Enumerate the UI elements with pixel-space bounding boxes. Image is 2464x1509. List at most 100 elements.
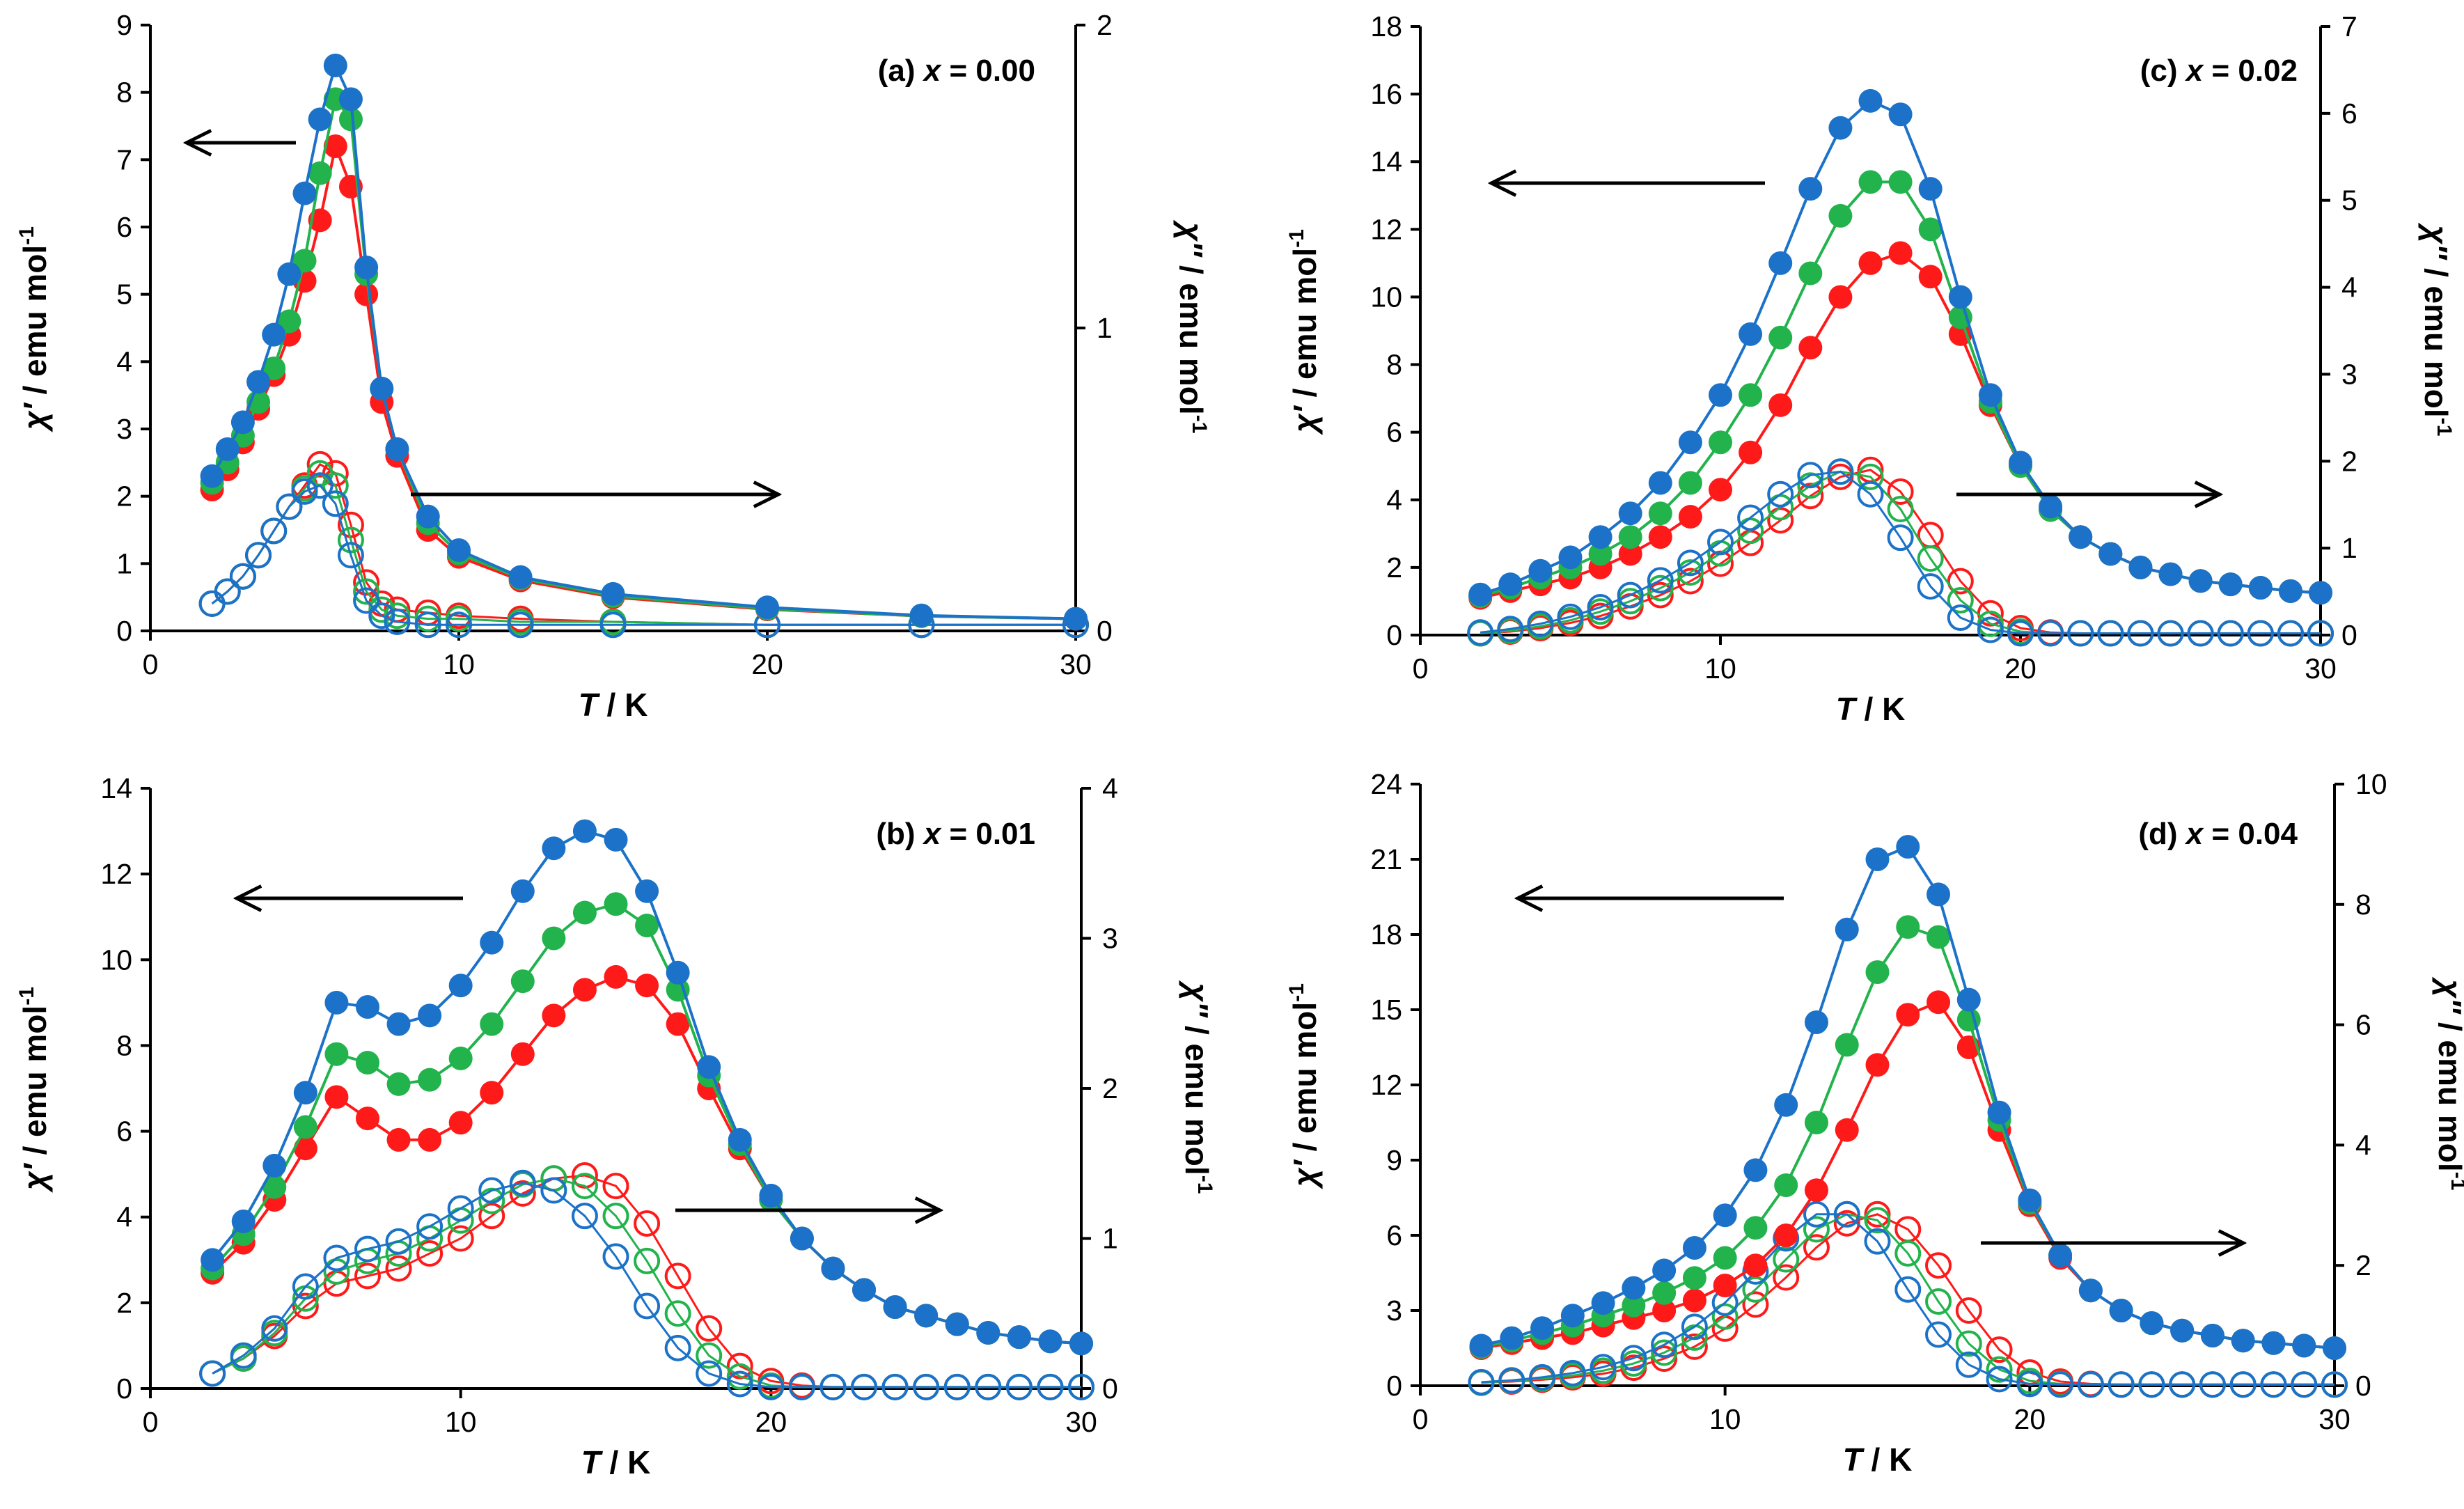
chi-prime-point-blue [1618, 501, 1642, 526]
chi-prime-point-blue [1858, 88, 1883, 113]
chi-double-prime-point-blue [1737, 504, 1764, 531]
chi-prime-point-red [355, 1107, 379, 1131]
chi-prime-point-blue [293, 1081, 317, 1105]
chi-double-prime-point-blue [199, 1360, 226, 1387]
y2-axis-title: χ″ / emu mol-1 [1179, 980, 1216, 1194]
y-axis-title: χ′ / emu mol-1 [15, 987, 53, 1194]
chi-prime-point-green [1739, 383, 1763, 407]
chi-prime-point-blue [230, 410, 255, 435]
chi-double-prime-point-blue [2016, 1370, 2043, 1398]
chi-double-prime-point-blue [1467, 619, 1494, 646]
chi-prime-point-green [1835, 1033, 1859, 1057]
chi-double-prime-point-blue [1887, 524, 1914, 552]
chi-double-prime-point-blue [2047, 1371, 2074, 1398]
chi-prime-point-blue [1896, 835, 1920, 859]
y2-tick-label: 2 [1102, 1072, 1118, 1104]
chi-prime-point-blue [201, 1248, 225, 1272]
chi-double-prime-point-blue [1827, 458, 1854, 485]
chi-double-prime-point-green [664, 1300, 691, 1327]
chi-double-prime-point-blue [1068, 1373, 1094, 1400]
chi-double-prime-point-blue [1498, 1367, 1525, 1394]
chi-prime-point-blue [200, 464, 224, 488]
y2-tick-label: 5 [2341, 185, 2357, 217]
chi-prime-point-blue [1865, 847, 1890, 871]
x-axis-title: T / K [579, 687, 648, 723]
chi-double-prime-point-blue [446, 611, 472, 639]
chi-prime-point-blue [914, 1304, 939, 1328]
chi-double-prime-point-blue [975, 1373, 1002, 1400]
chi-prime-point-blue [2009, 451, 2032, 475]
chi-double-prime-point-blue [602, 1243, 629, 1270]
chi-double-prime-point-red [292, 1292, 319, 1320]
chi-double-prime-point-blue [1497, 616, 1524, 643]
chi-double-prime-point-blue [1833, 1201, 1860, 1228]
chi-double-prime-point-blue [230, 1342, 257, 1369]
chi-double-prime-point-green [1917, 545, 1944, 572]
chi-prime-point-red [1828, 285, 1853, 309]
chi-double-prime-point-blue [1917, 573, 1944, 600]
chi-prime-point-red [293, 1136, 317, 1161]
chi-double-prime-point-red [1833, 1210, 1860, 1237]
chi-prime-point-blue [418, 1003, 442, 1028]
chi-prime-point-blue [246, 370, 271, 394]
chi-prime-point-green [1622, 1293, 1646, 1318]
x-tick-label: 10 [443, 648, 475, 680]
chi-prime-point-blue [416, 504, 440, 529]
chi-double-prime-point-blue [943, 1373, 971, 1400]
chi-prime-point-green [292, 249, 317, 273]
chi-double-prime-point-blue [1005, 1373, 1033, 1400]
chi-prime-point-red [604, 964, 628, 989]
chi-double-prime-point-red [1647, 581, 1674, 609]
chi-double-prime-point-blue [1977, 616, 2004, 643]
chi-double-prime-point-blue [368, 602, 395, 630]
chi-prime-point-blue [262, 1153, 287, 1178]
chi-double-prime-point-green [1977, 610, 2004, 637]
chi-prime-point-blue [480, 930, 504, 955]
chi-prime-point-blue [697, 1055, 721, 1079]
chi-prime-point-red [1768, 393, 1793, 417]
chi-double-prime-point-green [1651, 1339, 1678, 1366]
x-tick-label: 10 [445, 1406, 477, 1438]
chi-double-prime-point-red [1955, 1297, 1982, 1324]
chi-prime-point-green [1774, 1173, 1798, 1197]
chi-prime-point-blue [601, 581, 625, 606]
chi-double-prime-point-blue [1947, 604, 1974, 632]
chi-double-prime-point-red [1742, 1291, 1769, 1318]
chi-double-prime-point-green [446, 605, 472, 632]
chi-prime-point-green [604, 892, 628, 916]
chi-prime-point-blue [2018, 1188, 2042, 1212]
chi-double-prime-point-green [726, 1363, 753, 1390]
x-tick-label: 10 [1709, 1403, 1741, 1435]
chi-prime-point-blue [883, 1295, 907, 1320]
panel-title: (a) x = 0.00 [878, 54, 1035, 88]
y2-tick-label: 4 [1102, 772, 1118, 804]
chi-double-prime-point-blue [1803, 1201, 1830, 1228]
chi-prime-point-blue [1648, 471, 1672, 495]
chi-double-prime-point-green [634, 1247, 661, 1274]
chi-prime-point-blue [604, 827, 628, 852]
y2-tick-label: 7 [2341, 10, 2357, 42]
chi-prime-point-red [386, 1127, 411, 1152]
chi-prime-point-blue [1468, 582, 1493, 607]
y-tick-label: 5 [116, 279, 132, 311]
chi-double-prime-point-green [384, 602, 411, 630]
chi-double-prime-point-green [1677, 559, 1704, 586]
chi-double-prime-point-blue [2291, 1371, 2318, 1398]
chi-double-prime-point-red [726, 1352, 753, 1379]
chi-prime-point-green [1828, 203, 1853, 228]
chi-prime-point-blue [1678, 430, 1702, 455]
y-tick-label: 12 [100, 858, 132, 890]
chi-double-prime-point-blue [2247, 620, 2274, 647]
chi-prime-point-blue [572, 819, 597, 843]
y-tick-label: 6 [1386, 1219, 1402, 1251]
chi-double-prime-point-blue [1527, 610, 1554, 637]
chi-double-prime-point-green [1925, 1288, 1952, 1315]
y2-tick-label: 3 [2341, 358, 2357, 390]
y2-axis-title: χ″ / emu mol-1 [1173, 219, 1211, 434]
y2-tick-label: 2 [1097, 9, 1113, 41]
chi-prime-point-blue [1709, 383, 1732, 407]
chi-prime-point-blue [909, 603, 934, 627]
chi-prime-point-red [1739, 440, 1763, 464]
chi-double-prime-point-red [602, 1173, 629, 1200]
